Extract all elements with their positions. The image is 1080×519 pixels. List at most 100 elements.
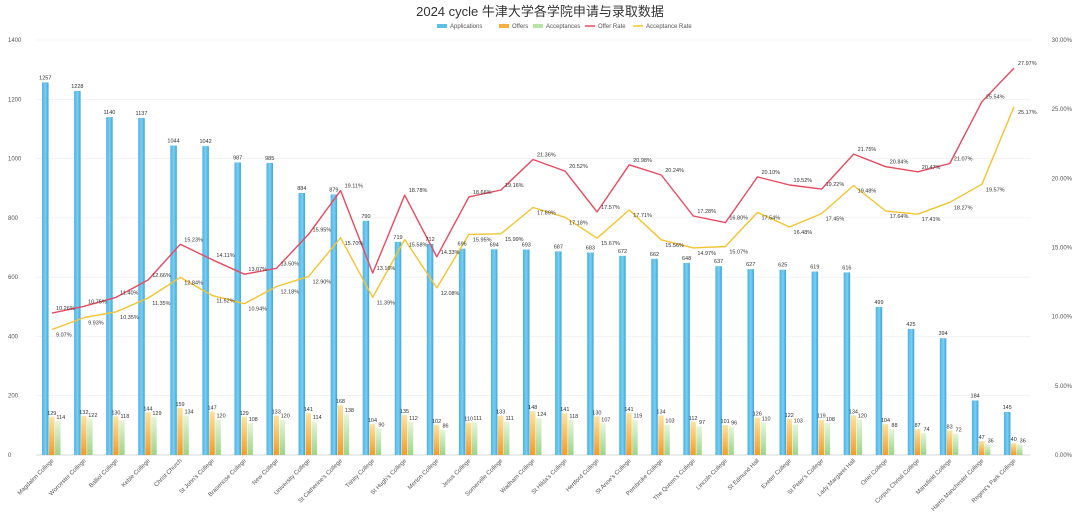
applications-data-label: 1257 — [39, 75, 51, 81]
legend-item: Applications — [437, 24, 482, 30]
legend-label: Applications — [450, 24, 482, 30]
acceptances-bar — [792, 424, 799, 455]
acceptances-data-label: 86 — [442, 424, 448, 430]
offers-data-label: 129 — [240, 411, 249, 417]
acceptances-data-label: 36 — [1020, 438, 1026, 444]
acceptances-data-label: 97 — [699, 420, 705, 426]
acceptances-bar — [215, 419, 221, 455]
acceptance-rate-data-label: 12.18% — [280, 290, 299, 296]
applications-data-label: 184 — [971, 393, 980, 399]
offer-rate-data-label: 20.84% — [890, 160, 909, 166]
acceptances-data-label: 103 — [794, 418, 803, 424]
offers-data-label: 133 — [272, 410, 281, 416]
x-category-label: Trinity College — [345, 458, 377, 490]
acceptance-rate-data-label: 11.35% — [152, 301, 170, 307]
offers-bar — [1010, 443, 1017, 455]
acceptance-rate-data-label: 19.48% — [858, 189, 877, 195]
acceptances-data-label: 111 — [473, 416, 481, 422]
acceptances-data-label: 120 — [217, 413, 226, 419]
offers-bar — [305, 413, 312, 455]
offers-data-label: 47 — [979, 435, 985, 441]
x-category-label: St John's College — [179, 458, 217, 496]
offers-bar — [594, 416, 600, 455]
chart-title: 2024 cycle 牛津大学各学院申请与录取数据 — [416, 4, 664, 19]
offers-data-label: 104 — [368, 418, 377, 424]
offer-rate-data-label: 15.23% — [184, 237, 203, 243]
offer-rate-data-label: 18.78% — [409, 188, 428, 194]
acceptances-bar — [183, 415, 189, 455]
applications-bar — [971, 400, 979, 455]
offers-data-label: 129 — [47, 411, 56, 417]
offers-bar — [722, 425, 728, 455]
acceptances-data-label: 118 — [569, 414, 578, 420]
acceptances-data-label: 108 — [249, 417, 258, 423]
offers-bar — [241, 416, 247, 455]
applications-bar — [490, 249, 498, 455]
acceptances-bar — [471, 422, 478, 455]
acceptances-bar — [247, 422, 253, 455]
applications-data-label: 696 — [458, 242, 467, 248]
offers-data-label: 141 — [304, 407, 313, 413]
acceptance-rate-data-label: 12.90% — [313, 280, 332, 286]
applications-data-label: 1137 — [136, 111, 148, 117]
applications-data-label: 719 — [393, 235, 402, 241]
applications-bar — [811, 271, 819, 455]
acceptance-rate-data-label: 9.93% — [88, 321, 104, 327]
acceptance-rate-data-label: 15.95% — [473, 237, 492, 243]
acceptances-data-label: 88 — [891, 423, 897, 429]
acceptances-data-label: 129 — [152, 411, 161, 417]
legend-label: Acceptance Rate — [646, 24, 692, 30]
offer-rate-data-label: 25.54% — [986, 95, 1005, 101]
offers-data-label: 144 — [143, 406, 152, 412]
offer-rate-data-label: 14.11% — [216, 253, 234, 259]
acceptances-data-label: 112 — [409, 416, 418, 422]
x-category-label: New College — [252, 458, 281, 487]
applications-bar — [907, 329, 915, 455]
acceptances-data-label: 36 — [988, 438, 994, 444]
offer-rate-data-label: 20.10% — [761, 170, 780, 176]
offers-bar — [49, 416, 55, 455]
acceptance-rate-data-label: 15.70% — [345, 241, 364, 247]
acceptances-bar — [439, 429, 446, 455]
offers-bar — [562, 413, 568, 455]
applications-bar — [779, 269, 787, 455]
acceptances-bar — [568, 420, 574, 455]
acceptance-rate-data-label: 14.97% — [697, 251, 716, 257]
applications-data-label: 145 — [1003, 405, 1012, 411]
offers-data-label: 119 — [817, 414, 826, 420]
offer-rate-data-label: 21.36% — [537, 153, 556, 159]
applications-bar — [875, 307, 883, 455]
applications-data-label: 425 — [906, 322, 915, 328]
offers-bar — [113, 416, 119, 455]
offers-data-label: 134 — [849, 409, 858, 415]
applications-bar — [843, 272, 851, 455]
applications-data-label: 879 — [329, 187, 338, 193]
x-category-label: Balliol College — [88, 458, 120, 490]
acceptances-data-label: 110 — [762, 416, 771, 422]
offers-data-label: 141 — [560, 407, 569, 413]
acceptance-rate-data-label: 17.64% — [890, 214, 909, 220]
offers-bar — [850, 415, 857, 455]
acceptances-data-label: 120 — [281, 413, 290, 419]
offers-bar — [946, 430, 953, 455]
acceptances-data-label: 74 — [923, 427, 929, 433]
applications-data-label: 694 — [490, 242, 499, 248]
applications-data-label: 687 — [554, 244, 563, 250]
applications-data-label: 712 — [425, 237, 434, 243]
offers-bar — [177, 407, 183, 455]
offers-data-label: 87 — [914, 423, 920, 429]
applications-bar — [747, 269, 754, 455]
y-left-tick-label: 200 — [8, 394, 19, 400]
line-layer — [51, 67, 1015, 331]
acceptances-bar — [952, 433, 959, 455]
offers-bar — [401, 414, 408, 455]
x-category-label: Merton College — [407, 458, 440, 491]
x-category-label: Hertford College — [565, 458, 601, 494]
acceptances-bar — [824, 422, 831, 455]
applications-data-label: 394 — [938, 331, 947, 337]
x-category-label: Oriel College — [860, 458, 889, 487]
offer-rate-data-label: 27.97% — [1018, 61, 1037, 67]
y-right-tick-label: 15.00% — [1052, 246, 1073, 252]
acceptance-rate-data-label: 11.39% — [377, 300, 395, 306]
